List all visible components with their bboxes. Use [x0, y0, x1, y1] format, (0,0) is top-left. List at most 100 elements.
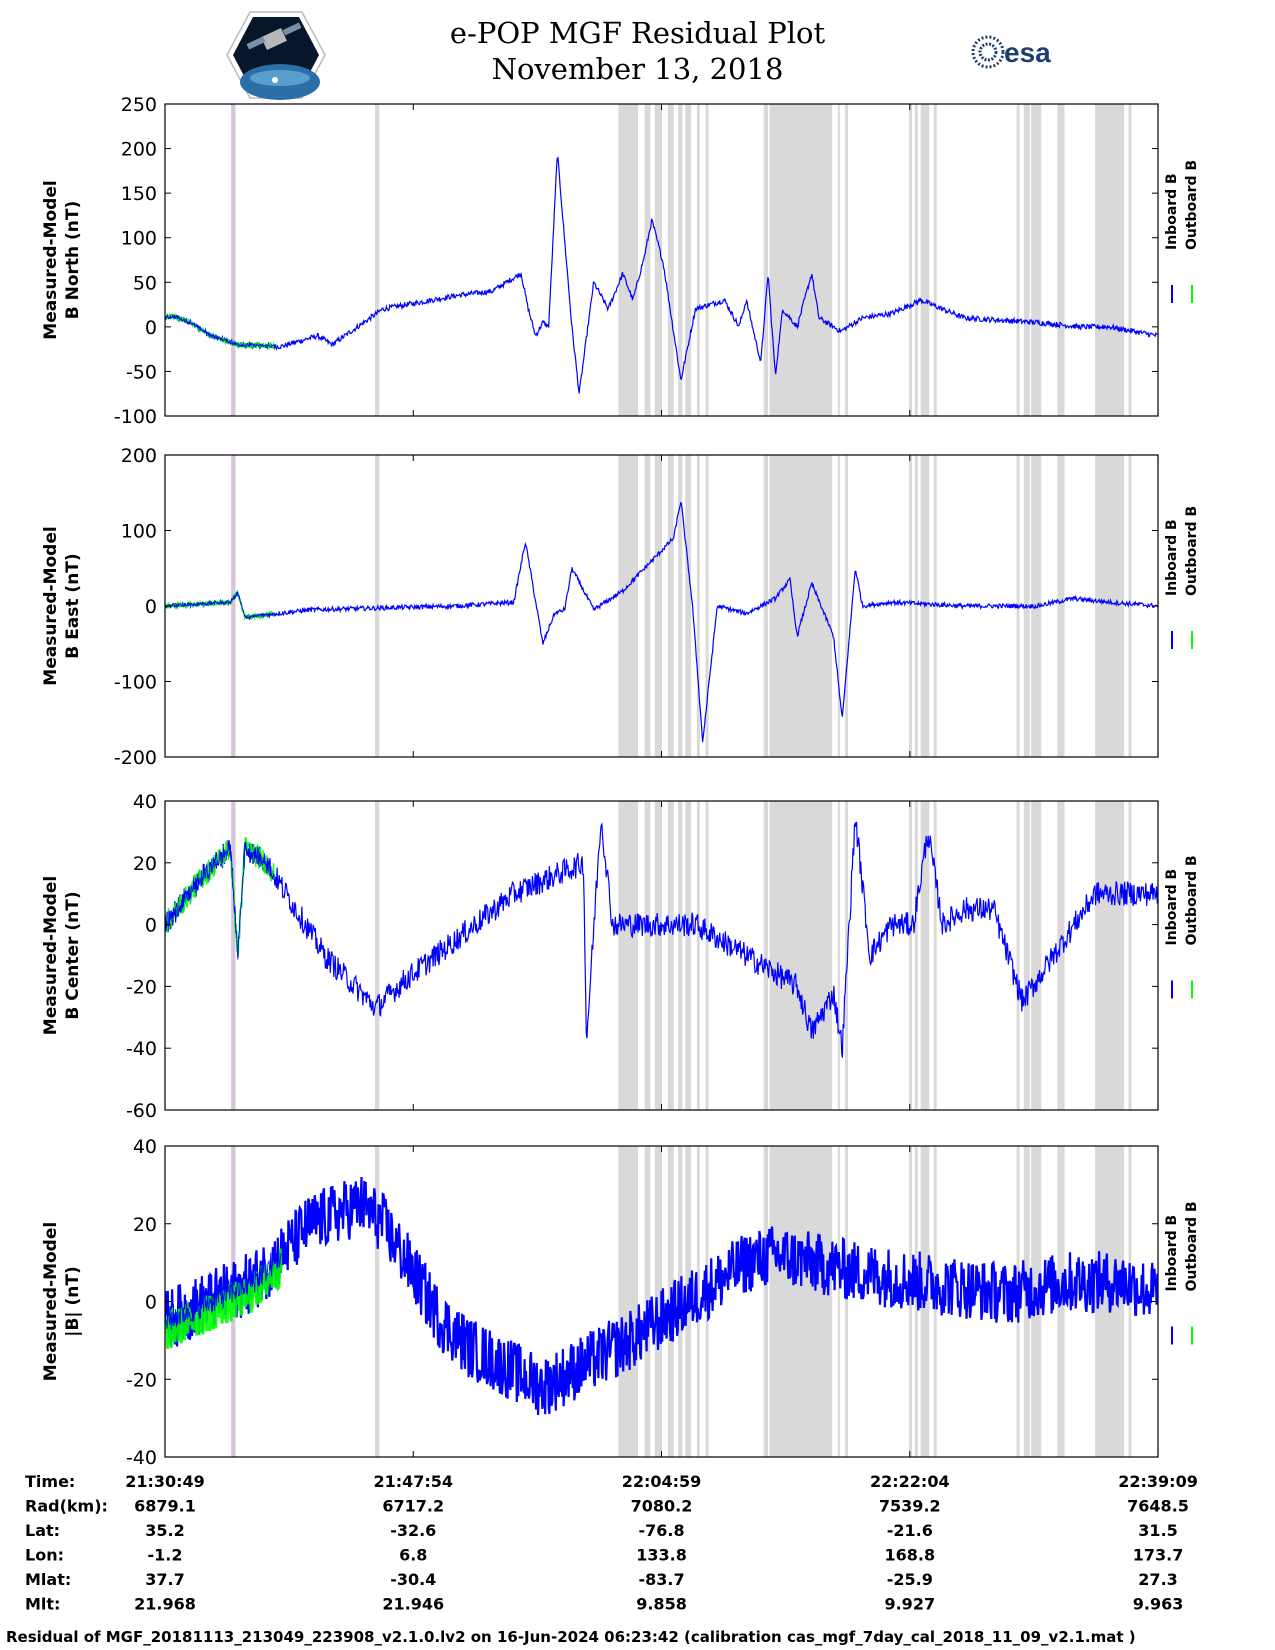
info-cell-5-1: 21.946	[382, 1595, 444, 1614]
shaded-interval-1-5	[677, 455, 683, 757]
info-cell-2-3: -21.6	[887, 1521, 933, 1540]
footer-caption: Residual of MGF_20181113_213049_223908_v…	[6, 1628, 1136, 1646]
ylabel-2-1: B Center (nT)	[63, 891, 83, 1019]
shaded-interval-3-12	[845, 1146, 849, 1457]
info-cell-4-0: 37.7	[145, 1570, 184, 1589]
shaded-interval-1-14	[914, 455, 918, 757]
info-row-label-5: Mlt:	[25, 1595, 60, 1614]
shaded-interval-2-22	[1128, 801, 1132, 1110]
shaded-interval-3-3	[654, 1146, 663, 1457]
shaded-interval-0-18	[1023, 104, 1030, 416]
info-cell-4-2: -83.7	[638, 1570, 684, 1589]
shaded-interval-0-22	[1128, 104, 1132, 416]
chart-title: e-POP MGF Residual Plot	[449, 16, 826, 50]
shaded-interval-1-1	[618, 455, 639, 757]
shaded-interval-3-1	[618, 1146, 639, 1457]
ytick-label-3-4: -40	[126, 1447, 157, 1469]
shaded-interval-2-12	[845, 801, 849, 1110]
legend-label-3-0: Inboard B	[1164, 1215, 1180, 1292]
info-cell-5-0: 21.968	[134, 1595, 196, 1614]
ytick-label-3-1: 20	[133, 1214, 157, 1236]
shaded-interval-1-7	[696, 455, 700, 757]
ylabel-3-0: Measured-Model	[41, 1222, 61, 1381]
ylabel-2-0: Measured-Model	[41, 876, 61, 1035]
info-cell-1-1: 6717.2	[382, 1497, 444, 1516]
shaded-interval-0-0	[374, 104, 380, 416]
ytick-label-2-2: 0	[145, 915, 157, 937]
shaded-interval-0-11	[837, 104, 840, 416]
info-cell-1-0: 6879.1	[134, 1497, 196, 1516]
ylabel-0-0: Measured-Model	[41, 180, 61, 339]
shaded-interval-1-11	[837, 455, 840, 757]
ylabel-0-1: B North (nT)	[63, 201, 83, 320]
shaded-interval-2-5	[677, 801, 683, 1110]
shaded-interval-2-8	[705, 801, 709, 1110]
ytick-label-0-5: 0	[145, 317, 157, 339]
ytick-label-2-1: 20	[133, 853, 157, 875]
esa-logo: esa	[971, 35, 1051, 69]
legend-label-1-0: Inboard B	[1164, 519, 1180, 596]
info-cell-3-2: 133.8	[636, 1546, 687, 1565]
shaded-interval-0-9	[763, 104, 769, 416]
shaded-interval-0-13	[909, 104, 912, 416]
shaded-interval-0-12	[845, 104, 849, 416]
shaded-interval-0-20	[1057, 104, 1065, 416]
info-cell-0-1: 21:47:54	[373, 1472, 453, 1491]
info-cell-2-1: -32.6	[390, 1521, 436, 1540]
ytick-label-3-0: 40	[133, 1136, 157, 1158]
shaded-interval-2-1	[618, 801, 639, 1110]
info-cell-2-4: 31.5	[1138, 1521, 1177, 1540]
esa-text: esa	[1004, 37, 1051, 68]
info-row-label-3: Lon:	[25, 1546, 64, 1565]
ytick-label-3-3: -20	[126, 1369, 157, 1391]
ytick-label-2-3: -20	[126, 976, 157, 998]
ytick-label-0-6: -50	[126, 361, 157, 383]
info-cell-5-2: 9.858	[636, 1595, 687, 1614]
ytick-label-3-2: 0	[145, 1292, 157, 1314]
highlight-interval-2-0	[231, 801, 236, 1110]
ytick-label-1-1: 100	[121, 521, 157, 543]
info-cell-3-0: -1.2	[148, 1546, 183, 1565]
shaded-interval-2-21	[1095, 801, 1125, 1110]
shaded-interval-2-7	[696, 801, 700, 1110]
shaded-interval-1-13	[909, 455, 912, 757]
shaded-interval-0-6	[685, 104, 692, 416]
series-line-0-0	[165, 156, 1158, 394]
shaded-interval-0-10	[769, 104, 833, 416]
inboard-overlay-0	[165, 314, 275, 349]
outboard-line-2	[165, 837, 275, 958]
info-cell-2-2: -76.8	[638, 1521, 684, 1540]
highlight-interval-1-0	[231, 455, 236, 757]
shaded-interval-0-15	[920, 104, 930, 416]
shaded-interval-2-4	[667, 801, 674, 1110]
info-cell-2-0: 35.2	[145, 1521, 184, 1540]
legend-label-3-1: Outboard B	[1184, 1201, 1200, 1291]
ytick-label-2-0: 40	[133, 791, 157, 813]
info-row-label-2: Lat:	[25, 1521, 60, 1540]
inboard-overlay-2	[165, 840, 275, 960]
info-row-label-4: Mlat:	[25, 1570, 71, 1589]
ytick-label-1-4: -200	[114, 747, 157, 769]
ytick-label-0-7: -100	[114, 406, 157, 428]
shaded-interval-0-14	[914, 104, 918, 416]
shaded-interval-2-6	[685, 801, 692, 1110]
legend-label-0-0: Inboard B	[1164, 173, 1180, 250]
shaded-interval-2-9	[763, 801, 769, 1110]
shaded-interval-2-11	[837, 801, 840, 1110]
shaded-interval-0-1	[618, 104, 639, 416]
info-cell-1-2: 7080.2	[631, 1497, 693, 1516]
shaded-interval-2-3	[654, 801, 663, 1110]
shaded-interval-2-19	[1031, 801, 1042, 1110]
shaded-interval-2-17	[1016, 801, 1020, 1110]
ytick-label-0-1: 200	[121, 139, 157, 161]
shaded-interval-0-2	[644, 104, 651, 416]
series-line-3-0	[165, 1176, 1158, 1416]
shaded-interval-0-17	[1016, 104, 1020, 416]
series-line-2-0	[165, 821, 1158, 1058]
shaded-interval-1-8	[705, 455, 709, 757]
info-cell-3-4: 173.7	[1133, 1546, 1184, 1565]
legend-label-1-1: Outboard B	[1184, 506, 1200, 596]
inboard-overlay-3	[165, 1246, 282, 1330]
info-cell-0-4: 22:39:09	[1118, 1472, 1198, 1491]
shaded-interval-1-16	[933, 455, 937, 757]
